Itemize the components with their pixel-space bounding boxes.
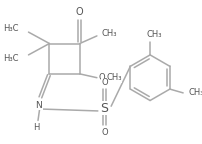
Text: N: N <box>35 101 42 110</box>
Text: CH₃: CH₃ <box>188 88 202 97</box>
Text: S: S <box>100 102 108 115</box>
Text: O: O <box>98 73 104 82</box>
Text: CH₃: CH₃ <box>106 73 121 82</box>
Text: H₃C: H₃C <box>3 54 19 63</box>
Text: O: O <box>101 128 107 137</box>
Text: O: O <box>101 78 107 87</box>
Text: O: O <box>76 7 83 17</box>
Text: CH₃: CH₃ <box>145 30 161 38</box>
Text: H: H <box>33 123 39 132</box>
Text: H₃C: H₃C <box>3 24 19 33</box>
Text: CH₃: CH₃ <box>101 29 116 38</box>
